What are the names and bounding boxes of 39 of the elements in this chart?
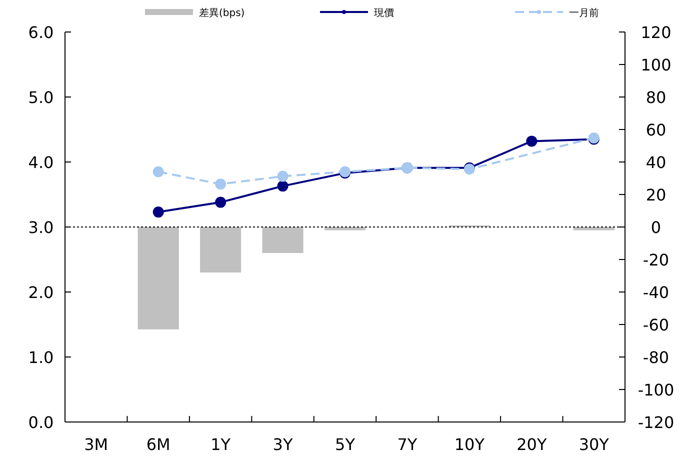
x-tick-label: 5Y — [335, 435, 356, 454]
x-tick-label: 6M — [146, 435, 170, 454]
point — [277, 170, 288, 182]
point — [215, 178, 226, 190]
y2-tick-label: 80 — [646, 88, 666, 107]
y-tick-label: 3.0 — [28, 218, 54, 237]
y-tick-label: 5.0 — [28, 88, 54, 107]
y2-tick-label: 120 — [640, 23, 672, 42]
y-tick-label: 2.0 — [28, 283, 54, 302]
point — [277, 180, 288, 192]
y2-tick-label: -80 — [642, 348, 670, 367]
y2-tick-label: -120 — [638, 413, 674, 432]
point — [526, 136, 538, 147]
x-tick-label: 1Y — [210, 435, 231, 454]
y2-tick-label: 20 — [646, 186, 666, 204]
y2-tick-label: -60 — [642, 316, 670, 334]
legend-label: 差異(bps) — [199, 7, 245, 19]
y2-tick-label: -100 — [638, 380, 674, 400]
x-tick-label: 3M — [84, 435, 108, 454]
x-tick-label: 20Y — [516, 435, 547, 454]
legend-label: 一月前 — [569, 7, 599, 19]
x-tick-label: 3Y — [272, 435, 293, 454]
point — [152, 206, 164, 218]
y-tick-label: 1.0 — [28, 348, 54, 367]
y2-tick-label: 0 — [650, 218, 662, 237]
y-tick-label: 6.0 — [28, 23, 54, 42]
y2-tick-label: -20 — [642, 250, 670, 270]
x-tick-label: 30Y — [578, 435, 610, 454]
y-tick-label: 0.0 — [28, 413, 54, 432]
x-tick-label: 7Y — [397, 435, 418, 454]
point — [152, 166, 164, 178]
y2-tick-label: 60 — [646, 120, 666, 140]
point — [215, 196, 226, 208]
y2-tick-label: 40 — [646, 153, 666, 172]
y-tick-label: 4.0 — [28, 153, 54, 172]
legend-label: 現價 — [374, 8, 394, 19]
x-tick-label: 10Y — [454, 435, 485, 454]
y2-tick-label: 100 — [640, 56, 672, 74]
y2-tick-label: -40 — [642, 283, 670, 302]
